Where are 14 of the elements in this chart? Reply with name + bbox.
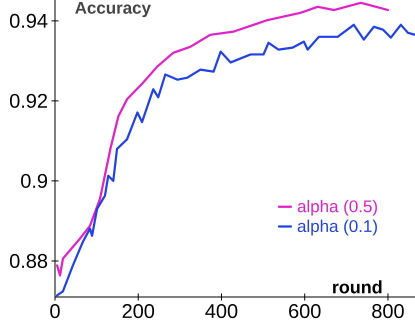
chart-title: Accuracy xyxy=(75,2,151,18)
x-tick-label: 200 xyxy=(122,304,154,318)
y-tick-label: 0.92 xyxy=(10,94,47,108)
y-tick-label: 0.9 xyxy=(21,174,48,188)
x-tick-label: 0 xyxy=(50,304,60,318)
legend-label: alpha (0.5) xyxy=(298,200,377,216)
x-axis-title: round xyxy=(333,280,382,294)
x-tick-label: 800 xyxy=(372,304,404,318)
legend-label: alpha (0.1) xyxy=(298,220,377,236)
y-tick-label: 0.88 xyxy=(10,254,48,268)
x-tick-label: 400 xyxy=(205,304,238,318)
line-series xyxy=(56,2,390,276)
x-tick-label: 600 xyxy=(289,304,321,318)
y-tick-label: 0.94 xyxy=(10,14,48,28)
